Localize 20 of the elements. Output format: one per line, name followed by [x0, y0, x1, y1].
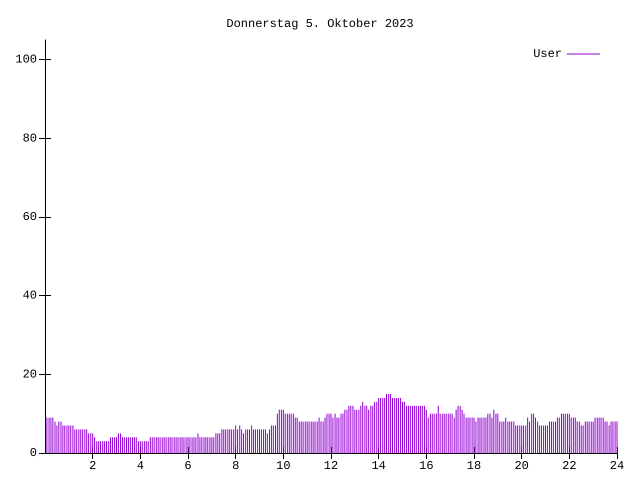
- x-tick-label: 22: [562, 459, 577, 473]
- x-tick-label: 6: [184, 459, 192, 473]
- y-tick-label: 60: [22, 210, 37, 224]
- x-tick-label: 14: [371, 459, 386, 473]
- y-tick-label: 40: [22, 288, 37, 303]
- x-tick-label: 16: [419, 459, 434, 473]
- y-tick-label: 100: [15, 52, 37, 67]
- y-tick-label: 20: [22, 367, 37, 382]
- y-tick-label: 80: [22, 131, 37, 146]
- legend-label: User: [533, 47, 562, 61]
- chart-title: Donnerstag 5. Oktober 2023: [226, 17, 414, 31]
- x-tick-label: 18: [466, 459, 482, 473]
- x-tick-label: 12: [324, 459, 338, 473]
- y-tick-label: 0: [30, 446, 37, 460]
- x-tick-label: 24: [610, 459, 624, 473]
- x-tick-label: 10: [276, 459, 291, 473]
- x-tick-label: 20: [514, 459, 529, 473]
- x-tick-label: 4: [136, 459, 144, 473]
- x-tick-label: 8: [232, 459, 240, 473]
- x-tick-label: 2: [89, 459, 96, 473]
